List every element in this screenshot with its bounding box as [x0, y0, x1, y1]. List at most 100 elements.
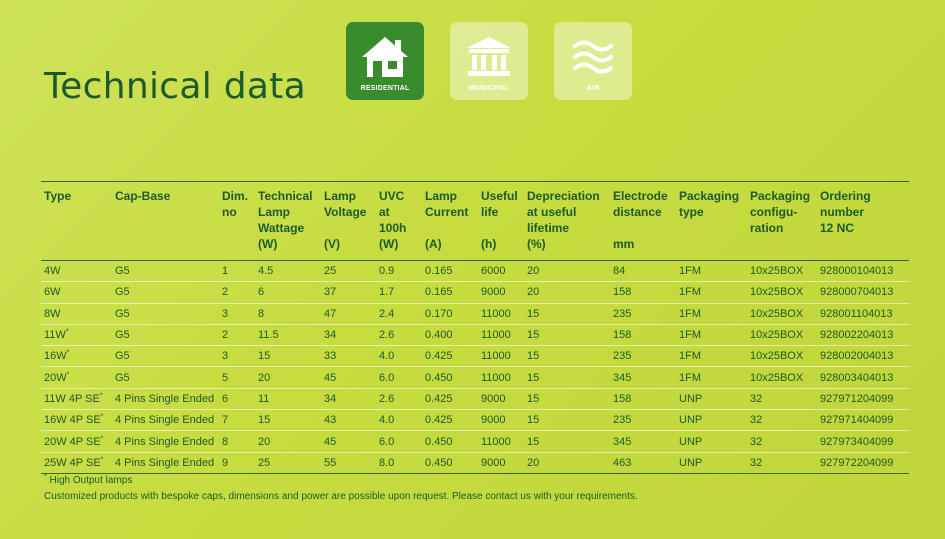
table-cell-pkg: 1FM	[676, 324, 747, 347]
column-header-line	[613, 220, 676, 236]
table-cell-order: 928000104013	[817, 260, 909, 283]
table-row: 8W G5 3 8 47 2.4 0.170 11000 15 235 1FM 10x25BOX 928…	[41, 303, 909, 325]
cell-value: 25	[324, 265, 337, 278]
cell-value: 6	[222, 392, 229, 405]
cell-value: 4 Pins Single Ended	[115, 456, 215, 469]
table-cell-volt: 47	[321, 303, 376, 325]
high-output-mark: *	[65, 328, 69, 336]
table-cell-dim: 3	[219, 303, 255, 325]
cell-value: 1FM	[679, 329, 701, 342]
cell-value: 16W 4P SE	[44, 414, 101, 427]
table-cell-order: 927971204099	[817, 388, 909, 411]
table-cell-life: 11000	[478, 366, 524, 389]
column-header-line: Depreciation	[527, 189, 600, 203]
table-cell-type: 4W	[41, 260, 112, 283]
table-cell-dep: 20	[524, 452, 610, 474]
table-cell-type: 16W 4P SE*	[41, 409, 112, 432]
table-cell-order: 928002204013	[817, 324, 909, 347]
cell-value: 6	[258, 286, 265, 299]
table-cell-life: 11000	[478, 430, 524, 453]
page-title: Technical data	[44, 66, 307, 107]
table-cell-electrode: 345	[610, 430, 676, 453]
table-cell-electrode: 235	[610, 345, 676, 368]
cell-value: 2	[222, 286, 229, 299]
cell-value: 463	[613, 456, 632, 469]
cell-value: 4 Pins Single Ended	[115, 414, 215, 427]
high-output-mark: *	[100, 413, 104, 421]
column-header: Useful life (h)	[478, 182, 524, 261]
cell-value: 32	[750, 456, 763, 469]
column-header-line: Type	[44, 189, 72, 203]
table-cell-dep: 15	[524, 409, 610, 432]
cell-value: 9	[222, 456, 229, 469]
table-row: 4W G5 1 4.5 25 0.9 0.165 6000 20 84 1FM 10x25BOX 928…	[41, 260, 909, 283]
cell-value: 20	[258, 435, 271, 448]
table-cell-electrode: 235	[610, 409, 676, 432]
table-cell-current: 0.450	[422, 366, 478, 389]
cell-value: 235	[613, 414, 632, 427]
table-cell-pkg: UNP	[676, 452, 747, 474]
cell-value: 10x25BOX	[750, 329, 804, 342]
table-cell-dep: 20	[524, 260, 610, 283]
column-header-line: at	[379, 205, 390, 219]
cell-value: 0.165	[425, 286, 453, 299]
cell-value: 4 Pins Single Ended	[115, 392, 215, 405]
cell-value: 32	[750, 392, 763, 405]
cell-value: 15	[527, 350, 540, 363]
table-cell-type: 11W*	[41, 324, 112, 347]
cell-value: 928000704013	[820, 286, 894, 299]
cell-value: G5	[115, 286, 130, 299]
category-air[interactable]: AIR	[554, 22, 632, 100]
table-cell-config: 32	[747, 388, 817, 411]
cell-value: 345	[613, 371, 632, 384]
column-header-line: Wattage	[258, 221, 305, 235]
table-cell-watt: 15	[255, 345, 321, 368]
cell-value: 0.425	[425, 414, 453, 427]
cell-value: 158	[613, 329, 632, 342]
cell-value: 11.5	[258, 329, 279, 342]
cell-value: 10x25BOX	[750, 350, 804, 363]
table-cell-order: 927973404099	[817, 430, 909, 453]
column-header-line: mm	[613, 237, 635, 251]
cell-value: 158	[613, 392, 632, 405]
table-cell-uvc: 1.7	[376, 281, 422, 304]
cell-value: 10x25BOX	[750, 307, 804, 320]
column-header-line: (A)	[425, 237, 442, 251]
table-cell-cap: 4 Pins Single Ended	[112, 430, 219, 453]
cell-value: 33	[324, 350, 337, 363]
cell-value: 928002204013	[820, 329, 894, 342]
column-header-line	[481, 220, 524, 236]
air-waves-icon	[573, 40, 613, 74]
table-cell-electrode: 158	[610, 388, 676, 411]
cell-value: 11000	[481, 371, 511, 384]
table-cell-type: 6W	[41, 281, 112, 304]
cell-value: 0.450	[425, 435, 453, 448]
table-cell-type: 8W	[41, 303, 112, 325]
cell-value: 25W 4P SE	[44, 456, 101, 469]
table-cell-volt: 37	[321, 281, 376, 304]
category-municipal[interactable]: MUNICIPAL	[450, 22, 528, 100]
cell-value: 4.0	[379, 414, 395, 427]
table-cell-cap: G5	[112, 303, 219, 325]
table-cell-uvc: 4.0	[376, 409, 422, 432]
cell-value: 927973404099	[820, 435, 894, 448]
table-cell-config: 32	[747, 452, 817, 474]
cell-value: 235	[613, 307, 632, 320]
table-cell-config: 10x25BOX	[747, 281, 817, 304]
table-cell-electrode: 158	[610, 281, 676, 304]
column-header-line: ration	[750, 221, 784, 235]
cell-value: 47	[324, 307, 337, 320]
column-header-line: life	[481, 205, 499, 219]
table-cell-dep: 15	[524, 366, 610, 389]
table-cell-dim: 2	[219, 281, 255, 304]
table-cell-current: 0.450	[422, 452, 478, 474]
table-cell-order: 927971404099	[817, 409, 909, 432]
cell-value: 1FM	[679, 307, 701, 320]
cell-value: 11	[258, 392, 270, 405]
column-header-line: Packaging	[750, 189, 811, 203]
table-cell-pkg: 1FM	[676, 303, 747, 325]
cell-value: 20	[527, 286, 540, 299]
cell-value: 15	[527, 435, 540, 448]
category-residential[interactable]: RESIDENTIAL	[346, 22, 424, 100]
column-header: Packaging type	[676, 182, 747, 261]
